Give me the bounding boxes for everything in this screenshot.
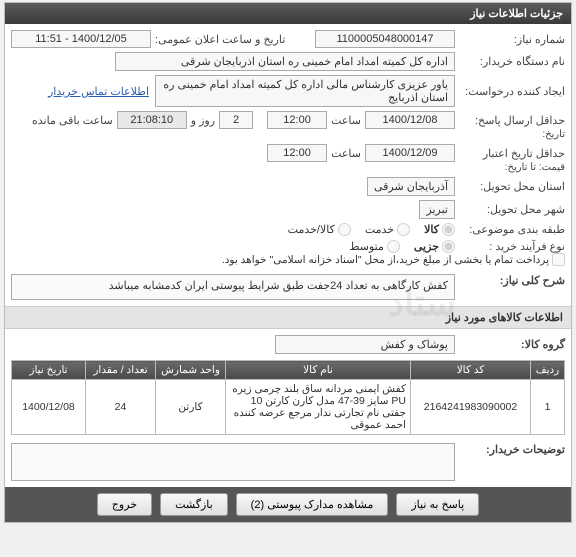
city-label: شهر محل تحویل: bbox=[455, 203, 565, 216]
payment-note: پرداخت تمام یا بخشی از مبلغ خرید،از محل … bbox=[222, 254, 549, 266]
desc-label: شرح کلی نیاز: bbox=[455, 274, 565, 287]
need-no-label: شماره نیاز: bbox=[455, 33, 565, 46]
process-radios: جزیی متوسط bbox=[337, 240, 455, 253]
cell-name: کفش ایمنی مردانه ساق بلند چرمی زیره PU س… bbox=[226, 380, 411, 435]
radio-both-label: کالا/خدمت bbox=[288, 223, 335, 236]
announce-label: تاریخ و ساعت اعلان عمومی: bbox=[151, 33, 285, 46]
category-radios: کالا خدمت کالا/خدمت bbox=[276, 223, 455, 236]
table-row: 1 2164241983090002 کفش ایمنی مردانه ساق … bbox=[12, 380, 565, 435]
docs-button[interactable]: مشاهده مدارک پیوستی (2) bbox=[236, 493, 389, 516]
radio-goods[interactable]: کالا bbox=[424, 223, 455, 236]
table-header-row: ردیف کد کالا نام کالا واحد شمارش تعداد /… bbox=[12, 361, 565, 380]
details-panel: جزئیات اطلاعات نیاز شماره نیاز: 11000050… bbox=[4, 2, 572, 523]
category-label: طبقه بندی موضوعی: bbox=[455, 223, 565, 236]
col-code: کد کالا bbox=[411, 361, 531, 380]
remain-label: ساعت باقی مانده bbox=[28, 114, 117, 127]
need-no-value: 1100005048000147 bbox=[315, 30, 455, 48]
city-value: تبریز bbox=[419, 200, 455, 219]
process-label: نوع فرآیند خرید : bbox=[455, 240, 565, 253]
buyer-notes-label: توضیحات خریدار: bbox=[455, 443, 565, 456]
cell-code: 2164241983090002 bbox=[411, 380, 531, 435]
exit-button[interactable]: خروج bbox=[97, 493, 152, 516]
province-label: استان محل تحویل: bbox=[455, 180, 565, 193]
radio-low-label: جزیی bbox=[414, 240, 439, 253]
buyer-notes-box bbox=[11, 443, 455, 481]
deadline-until-label: تاریخ: bbox=[455, 129, 565, 140]
remain-time: 21:08:10 bbox=[117, 111, 187, 129]
back-button[interactable]: بازگشت bbox=[160, 493, 228, 516]
requester-value: یاور عزیزی کارشناس مالی اداره کل کمیته ا… bbox=[155, 75, 455, 107]
cell-rownum: 1 bbox=[531, 380, 565, 435]
col-row: ردیف bbox=[531, 361, 565, 380]
group-value: پوشاک و کفش bbox=[275, 335, 455, 354]
radio-service-input bbox=[397, 223, 410, 236]
radio-goods-label: کالا bbox=[424, 223, 439, 236]
deadline-label: حداقل ارسال پاسخ: bbox=[455, 114, 565, 127]
deadline-date: 1400/12/08 bbox=[365, 111, 455, 129]
col-date: تاریخ نیاز bbox=[12, 361, 86, 380]
radio-mid-input bbox=[387, 240, 400, 253]
deadline-time: 12:00 bbox=[267, 111, 327, 129]
radio-mid[interactable]: متوسط bbox=[349, 240, 400, 253]
desc-value: کفش کارگاهی به تعداد 24جفت طبق شرایط پیو… bbox=[11, 274, 455, 300]
days-value: 2 bbox=[219, 111, 253, 129]
radio-service-label: خدمت bbox=[365, 223, 394, 236]
days-label: روز و bbox=[187, 114, 219, 127]
radio-low[interactable]: جزیی bbox=[414, 240, 455, 253]
time-label-2: ساعت bbox=[327, 147, 365, 160]
validity-date: 1400/12/09 bbox=[365, 144, 455, 162]
radio-both-input bbox=[338, 223, 351, 236]
cell-qty: 24 bbox=[86, 380, 156, 435]
payment-checkbox bbox=[552, 253, 565, 266]
cell-date: 1400/12/08 bbox=[12, 380, 86, 435]
radio-goods-input bbox=[442, 223, 455, 236]
cell-unit: کارتن bbox=[156, 380, 226, 435]
validity-time: 12:00 bbox=[267, 144, 327, 162]
radio-low-input bbox=[442, 240, 455, 253]
col-name: نام کالا bbox=[226, 361, 411, 380]
items-table: ردیف کد کالا نام کالا واحد شمارش تعداد /… bbox=[11, 360, 565, 435]
radio-mid-label: متوسط bbox=[349, 240, 384, 253]
panel-title: جزئیات اطلاعات نیاز bbox=[5, 3, 571, 24]
col-qty: تعداد / مقدار bbox=[86, 361, 156, 380]
reply-button[interactable]: پاسخ به نیاز bbox=[396, 493, 479, 516]
validity-label: حداقل تاریخ اعتبار bbox=[455, 147, 565, 160]
group-label: گروه کالا: bbox=[455, 338, 565, 351]
toolbar: پاسخ به نیاز مشاهده مدارک پیوستی (2) باز… bbox=[5, 487, 571, 522]
requester-label: ایجاد کننده درخواست: bbox=[455, 85, 565, 98]
province-value: آذربایجان شرقی bbox=[367, 177, 455, 196]
radio-both[interactable]: کالا/خدمت bbox=[288, 223, 351, 236]
announce-value: 1400/12/05 - 11:51 bbox=[11, 30, 151, 48]
radio-service[interactable]: خدمت bbox=[365, 223, 410, 236]
contact-link[interactable]: اطلاعات تماس خریدار bbox=[48, 85, 149, 98]
buyer-label: نام دستگاه خریدار: bbox=[455, 55, 565, 68]
payment-check[interactable]: پرداخت تمام یا بخشی از مبلغ خرید،از محل … bbox=[222, 253, 565, 266]
time-label-1: ساعت bbox=[327, 114, 365, 127]
validity-label2: قیمت: تا تاریخ: bbox=[455, 162, 565, 173]
col-unit: واحد شمارش bbox=[156, 361, 226, 380]
items-section-title: اطلاعات کالاهای مورد نیاز bbox=[5, 306, 571, 329]
buyer-value: اداره کل کمیته امداد امام خمینی ره استان… bbox=[115, 52, 455, 71]
